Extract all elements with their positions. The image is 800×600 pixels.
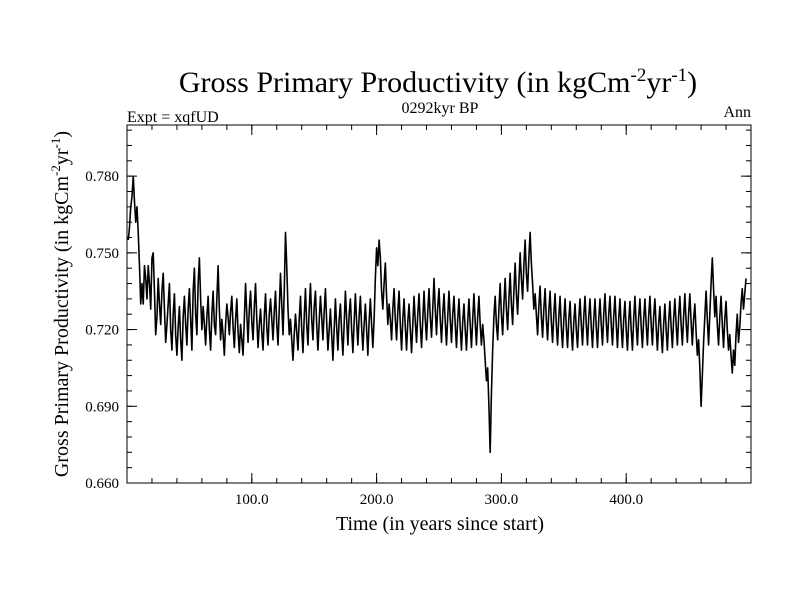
y-axis-label: Gross Primary Productivity (in kgCm-2yr-…: [48, 131, 73, 477]
subtitle-center: 0292kyr BP: [402, 100, 479, 117]
x-tick-label: 400.0: [609, 492, 643, 508]
y-tick-labels: 0.660 0.690 0.720 0.750 0.780: [85, 169, 119, 492]
subtitle-right: Ann: [723, 104, 751, 121]
x-tick-label: 300.0: [485, 492, 519, 508]
subtitle-left: Expt = xqfUD: [127, 109, 219, 126]
x-tick-label: 200.0: [360, 492, 394, 508]
plot-frame: [126, 124, 752, 484]
x-tick-labels: 100.0 200.0 300.0 400.0: [235, 492, 643, 508]
y-tick-label: 0.660: [85, 476, 119, 492]
y-tick-label: 0.690: [85, 399, 119, 415]
axis-ticks: [126, 125, 752, 484]
y-tick-label: 0.780: [85, 169, 119, 185]
y-tick-label: 0.750: [85, 246, 119, 262]
chart-title: Gross Primary Productivity (in kgCm-2yr-…: [179, 65, 697, 99]
x-tick-label: 100.0: [235, 492, 269, 508]
series-line-ann: [127, 175, 747, 454]
x-axis-label: Time (in years since start): [336, 513, 544, 535]
y-tick-label: 0.720: [85, 323, 119, 339]
